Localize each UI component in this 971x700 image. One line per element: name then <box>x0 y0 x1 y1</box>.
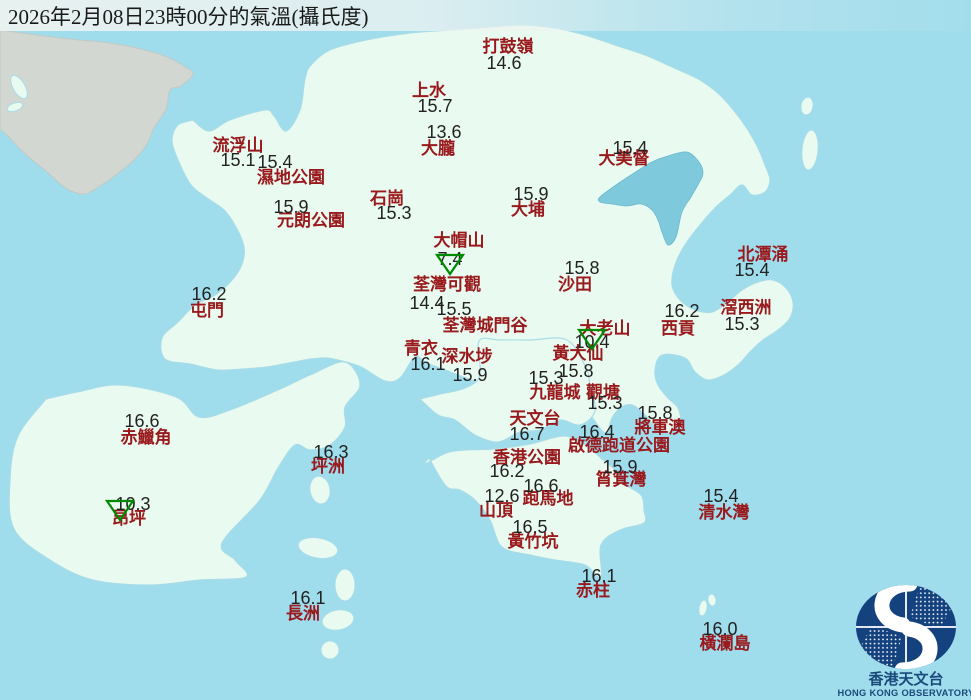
svg-text:16.2: 16.2 <box>191 284 226 304</box>
svg-text:15.4: 15.4 <box>703 486 738 506</box>
svg-text:14.6: 14.6 <box>486 53 521 73</box>
svg-text:16.7: 16.7 <box>509 424 544 444</box>
svg-text:HONG KONG OBSERVATORY: HONG KONG OBSERVATORY <box>838 688 971 698</box>
svg-text:16.1: 16.1 <box>581 566 616 586</box>
svg-text:香港天文台: 香港天文台 <box>868 670 943 688</box>
svg-text:16.4: 16.4 <box>579 422 614 442</box>
svg-text:16.1: 16.1 <box>290 588 325 608</box>
svg-text:12.6: 12.6 <box>484 486 519 506</box>
svg-text:15.3: 15.3 <box>376 203 411 223</box>
svg-text:15.8: 15.8 <box>564 258 599 278</box>
svg-text:13.6: 13.6 <box>426 122 461 142</box>
svg-text:16.0: 16.0 <box>702 619 737 639</box>
svg-text:16.3: 16.3 <box>313 442 348 462</box>
svg-text:16.1: 16.1 <box>410 354 445 374</box>
svg-text:16.2: 16.2 <box>489 461 524 481</box>
svg-text:15.7: 15.7 <box>417 96 452 116</box>
svg-text:西貢: 西貢 <box>661 319 695 338</box>
svg-text:荃灣可觀: 荃灣可觀 <box>413 274 481 294</box>
svg-text:7.4: 7.4 <box>437 249 462 269</box>
svg-text:16.5: 16.5 <box>512 517 547 537</box>
svg-text:15.4: 15.4 <box>612 138 647 158</box>
svg-text:16.6: 16.6 <box>124 411 159 431</box>
svg-text:15.3: 15.3 <box>724 314 759 334</box>
svg-text:15.4: 15.4 <box>734 260 769 280</box>
svg-text:15.9: 15.9 <box>602 457 637 477</box>
svg-text:15.9: 15.9 <box>513 184 548 204</box>
svg-text:16.6: 16.6 <box>523 476 558 496</box>
svg-text:15.8: 15.8 <box>558 361 593 381</box>
svg-text:深水埗: 深水埗 <box>442 346 493 366</box>
svg-text:2026年2月08日23時00分的氣溫(攝氏度): 2026年2月08日23時00分的氣溫(攝氏度) <box>8 5 369 29</box>
svg-text:10.3: 10.3 <box>115 494 150 514</box>
svg-text:15.3: 15.3 <box>587 393 622 413</box>
svg-text:15.5: 15.5 <box>436 299 471 319</box>
svg-text:15.9: 15.9 <box>452 365 487 385</box>
svg-text:15.3: 15.3 <box>528 368 563 388</box>
svg-text:大帽山: 大帽山 <box>434 230 485 250</box>
svg-text:16.2: 16.2 <box>664 301 699 321</box>
svg-text:15.9: 15.9 <box>273 197 308 217</box>
svg-text:15.1: 15.1 <box>220 150 255 170</box>
svg-text:15.4: 15.4 <box>257 152 292 172</box>
svg-text:黃大仙: 黃大仙 <box>552 343 604 363</box>
svg-text:15.8: 15.8 <box>637 403 672 423</box>
